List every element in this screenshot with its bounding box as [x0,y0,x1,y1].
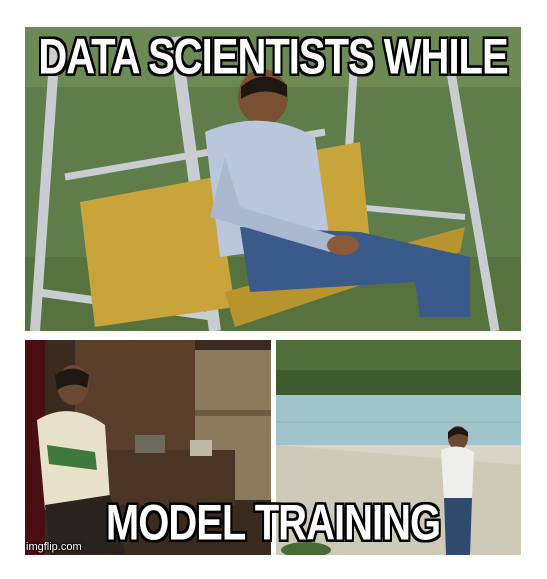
bottom-right-image-pool-scene [276,340,521,555]
watermark: imgflip.com [26,541,82,553]
bottom-caption: MODEL TRAINING [105,495,441,551]
top-caption: DATA SCIENTISTS WHILE [38,29,508,85]
top-image-swing-scene [25,27,521,331]
bottom-left-image-room-scene [25,340,271,555]
